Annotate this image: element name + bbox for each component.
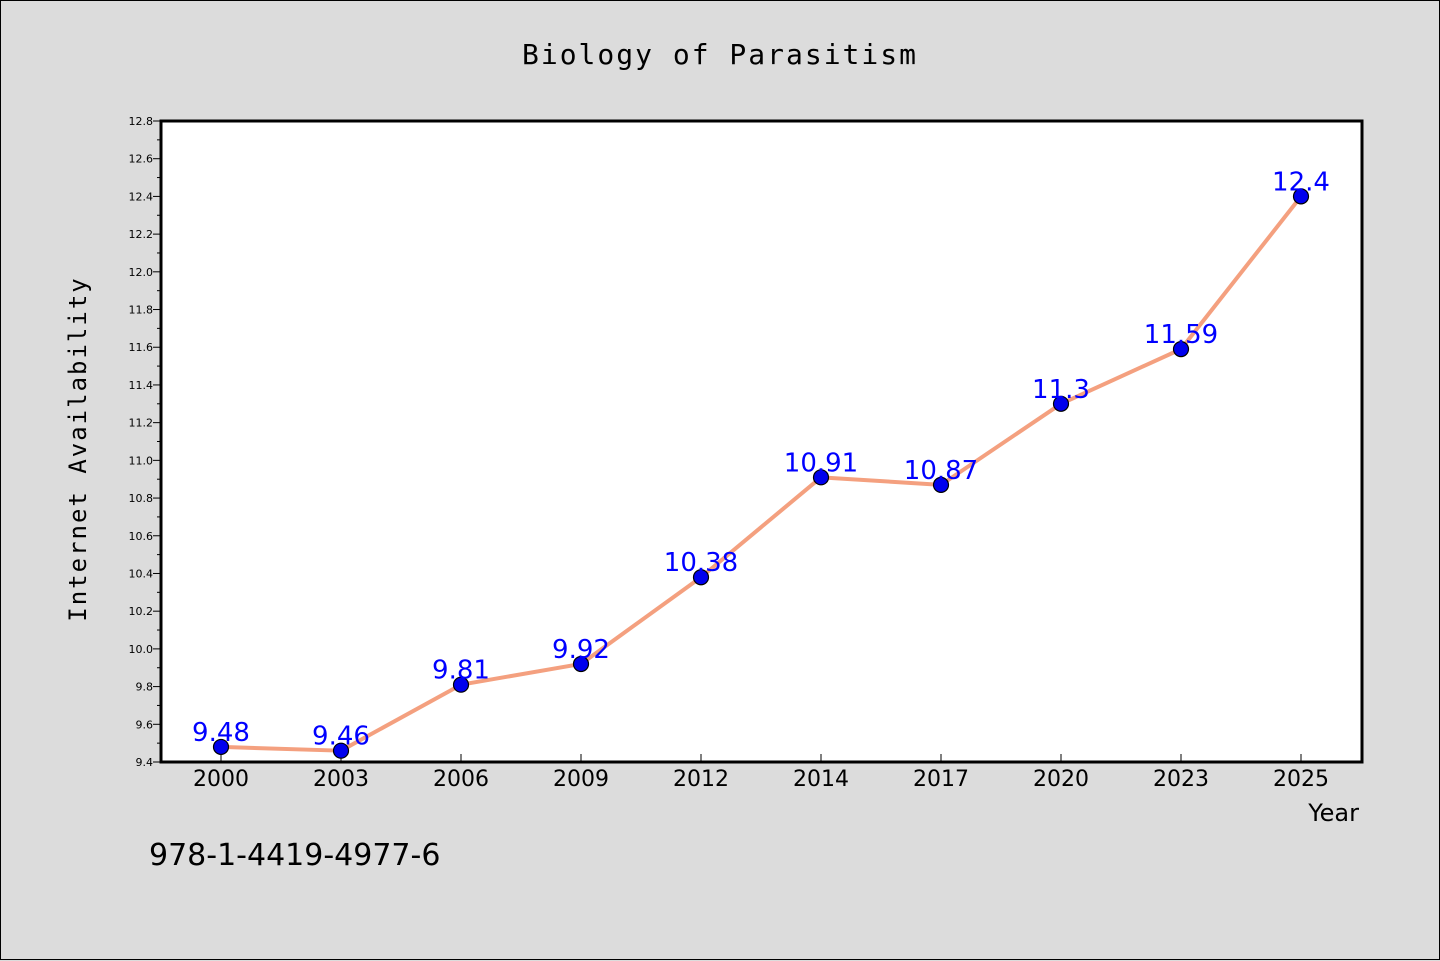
y-tick-label: 12.0 [129,266,154,279]
data-point [452,676,470,693]
y-tick-label: 11.2 [129,417,154,430]
y-tick-label: 9.8 [136,681,154,694]
x-tick-label: 2025 [1273,767,1329,792]
x-tick-label: 2017 [913,767,969,792]
data-point [1172,341,1190,358]
y-tick-label: 9.6 [136,718,154,731]
y-tick-label: 12.2 [129,228,154,241]
x-axis-ticks: 2000 2003 2006 2009 2012 2014 2017 2020 2023 2025 [193,754,1329,792]
x-tick-label: 2003 [313,767,369,792]
data-point [332,742,350,759]
data-label: 9.81 [432,656,490,686]
x-tick-label: 2012 [673,767,729,792]
y-tick-label: 10.6 [129,530,154,543]
data-label: 12.4 [1272,167,1330,197]
data-point [212,738,230,756]
data-markers [212,188,1310,759]
data-point [932,476,950,493]
y-tick-label: 12.6 [129,153,154,166]
plot-area [159,119,1364,764]
data-point [812,469,830,486]
series-line [220,195,1303,753]
data-point [572,655,590,673]
x-tick-label: 2006 [433,767,489,792]
data-label: 9.92 [552,635,610,665]
y-tick-label: 10.4 [129,567,154,580]
data-point [692,569,710,586]
y-tick-label: 10.2 [129,605,154,618]
y-tick-label: 11.4 [129,379,154,392]
y-axis-label: Internet Availability [64,276,92,621]
data-point [1052,395,1070,412]
data-label: 10.91 [784,448,858,478]
chart-title: Biology of Parasitism [522,38,918,71]
y-tick-label: 12.8 [129,115,154,128]
x-axis-label: Year [1307,799,1359,827]
y-tick-label: 11.6 [129,341,154,354]
data-label: 9.46 [312,722,370,752]
footer-isbn: 978-1-4419-4977-6 [149,838,440,873]
y-tick-label: 11.0 [129,454,154,467]
y-tick-label: 10.8 [129,492,154,505]
x-tick-label: 2000 [193,767,249,792]
y-tick-label: 9.4 [136,756,154,769]
data-labels: 9.48 9.46 9.81 9.92 10.38 10.91 10.87 11.3 11.59… [192,167,1330,751]
y-tick-label: 11.8 [129,304,154,317]
y-tick-label: 12.4 [129,190,154,203]
y-tick-label: 10.0 [129,643,154,656]
data-point [1292,188,1310,205]
y-axis-ticks: 9.4 9.6 9.8 10.0 10.2 10.4 10.6 10.8 11.0 11.2 11.… [129,115,161,769]
data-label: 10.38 [664,548,738,578]
data-label: 11.3 [1032,375,1090,405]
x-tick-label: 2020 [1033,767,1089,792]
x-tick-label: 2014 [793,767,849,792]
data-label: 11.59 [1144,320,1218,350]
x-tick-label: 2009 [553,767,609,792]
data-label: 9.48 [192,718,250,748]
x-tick-label: 2023 [1153,767,1209,792]
data-label: 10.87 [904,456,978,486]
